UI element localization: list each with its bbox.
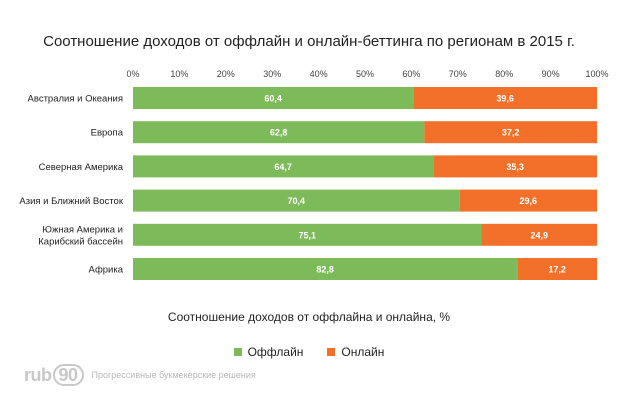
bar-value-label: 37,2: [502, 128, 520, 138]
brand: rub 90 Прогрессивные букмекерские решения: [24, 364, 256, 386]
x-axis-ticks: 0% 10% 20% 30% 40% 50% 60% 70% 80% 90% 100%: [126, 69, 608, 79]
bar-segment-offline: [133, 189, 460, 212]
brand-tagline: Прогрессивные букмекерские решения: [91, 370, 256, 380]
bar-segment-offline: [133, 87, 414, 109]
bar-segment-offline: [133, 258, 518, 280]
legend-swatch-online: [327, 348, 336, 356]
x-tick-label: 100%: [585, 69, 608, 79]
bar-segment-online: [517, 258, 597, 280]
bar-value-label: 82,8: [316, 265, 334, 275]
x-tick-label: 30%: [263, 69, 281, 79]
y-category-label: Южная Америка и Карибский бассейн: [38, 224, 123, 247]
x-tick-label: 70%: [449, 69, 467, 79]
legend-swatch-offline: [233, 348, 242, 356]
y-category-label: Африка: [89, 265, 124, 276]
legend-label-online: Онлайн: [341, 345, 385, 359]
brand-logo-text: rub: [24, 365, 52, 385]
x-tick-label: 80%: [495, 69, 513, 79]
bar-segment-online: [433, 155, 597, 178]
bar-segment-online: [481, 223, 597, 246]
bar-segment-offline: [133, 121, 425, 144]
bar-value-label: 70,4: [288, 196, 306, 206]
bar-value-label: 60,4: [264, 94, 282, 104]
bar-segment-online: [459, 189, 597, 212]
y-category-label: Австралия и Океания: [28, 94, 123, 105]
bar-segment-offline: [133, 155, 434, 178]
bar-value-label: 17,2: [548, 265, 566, 275]
x-tick-label: 20%: [217, 69, 235, 79]
bars: [133, 87, 597, 280]
chart-title: Соотношение доходов от оффлайн и онлайн-…: [43, 33, 575, 50]
bar-value-label: 39,6: [496, 94, 514, 104]
x-tick-label: 60%: [402, 69, 420, 79]
bar-value-label: 24,9: [530, 230, 548, 240]
legend-item-offline: Оффлайн: [233, 345, 304, 359]
bar-value-label: 64,7: [274, 162, 292, 172]
y-category-label: Азия и Ближний Восток: [19, 196, 123, 207]
x-axis-title: Соотношение доходов от оффлайна и онлайн…: [167, 310, 451, 324]
x-tick-label: 50%: [356, 69, 374, 79]
brand-logo: rub 90: [24, 364, 84, 386]
bar-value-labels: 60,4 39,6 62,8 37,2 64,7 35,3 70,4 29,6 75,1 24,9…: [264, 94, 565, 275]
legend: Оффлайн Онлайн: [0, 345, 618, 359]
bar-value-label: 29,6: [520, 196, 538, 206]
y-category-label: Северная Америка: [39, 162, 124, 173]
legend-item-online: Онлайн: [327, 345, 384, 359]
bar-segment-online: [424, 121, 597, 144]
bar-value-label: 35,3: [506, 162, 524, 172]
x-tick-label: 10%: [170, 69, 188, 79]
bar-segment-offline: [133, 223, 482, 246]
bar-value-label: 62,8: [270, 128, 288, 138]
bar-value-label: 75,1: [298, 230, 316, 240]
brand-logo-number: 90: [52, 364, 84, 386]
bar-segment-online: [413, 87, 597, 109]
x-tick-label: 90%: [542, 69, 560, 79]
y-axis-labels: Австралия и Океания Европа Северная Америк…: [19, 94, 123, 276]
x-tick-label: 40%: [310, 69, 328, 79]
y-category-label: Европа: [91, 128, 124, 139]
x-tick-label: 0%: [126, 69, 139, 79]
legend-label-offline: Оффлайн: [247, 345, 304, 359]
